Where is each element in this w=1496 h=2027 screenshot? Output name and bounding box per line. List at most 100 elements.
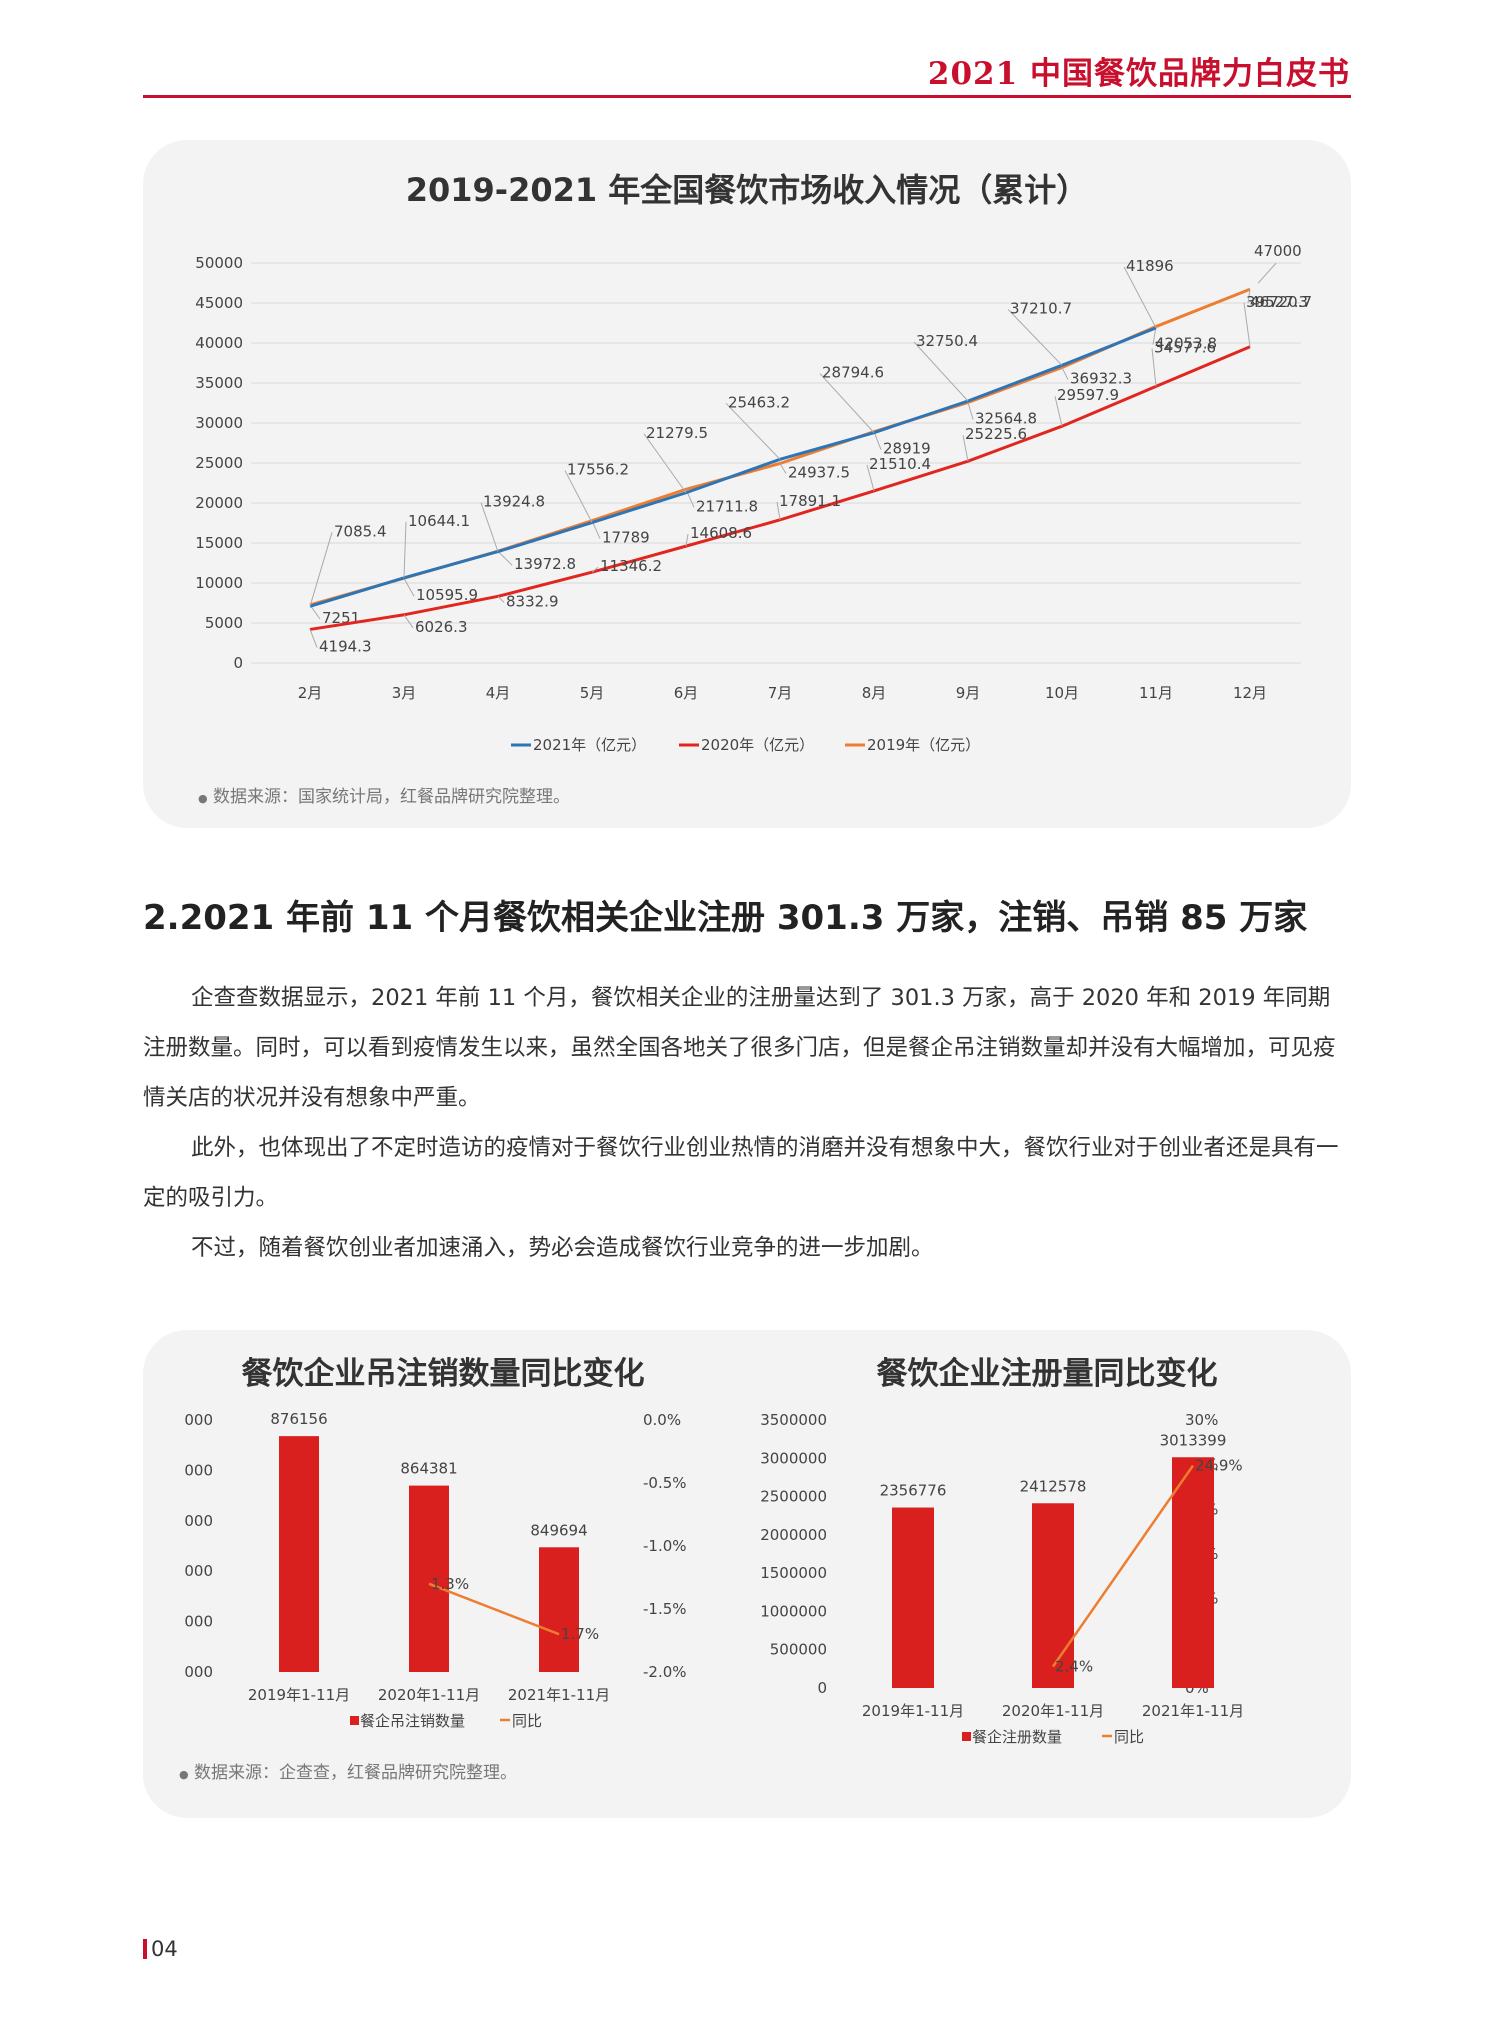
- y2-tick-label: -1.5%: [643, 1600, 687, 1618]
- deregistration-bar-chart: 000 000 000 000 000 000 0.0% -0.5% -1.0% -1.5% -2.…: [184, 1410, 687, 1730]
- data-label: 21711.8: [696, 497, 758, 515]
- y-tick-label: 30000: [195, 414, 243, 432]
- y-tick-label: 10000: [195, 574, 243, 592]
- bar: [1172, 1457, 1214, 1688]
- legend-label: 同比: [512, 1712, 542, 1730]
- x-tick-label: 2月: [298, 684, 323, 702]
- paragraph-1: 企查查数据显示，2021 年前 11 个月，餐饮相关企业的注册量达到了 301.…: [143, 973, 1351, 1123]
- bar-value-label: 2412578: [1020, 1477, 1087, 1495]
- data-label: 39527.3: [1246, 293, 1308, 311]
- data-label: 13972.8: [514, 555, 576, 573]
- source-note-text: 数据来源：国家统计局，红餐品牌研究院整理。: [213, 787, 571, 807]
- paragraph-2: 此外，也体现出了不定时造访的疫情对于餐饮行业创业热情的消磨并没有想象中大，餐饮行…: [143, 1123, 1351, 1223]
- paragraph-1-text: 企查查数据显示，2021 年前 11 个月，餐饮相关企业的注册量达到了 301.…: [143, 985, 1336, 1111]
- legend-swatch: [350, 1716, 359, 1725]
- data-label: 17556.2: [567, 461, 629, 479]
- data-label-leader: [913, 341, 969, 402]
- data-label: 28794.6: [822, 364, 884, 382]
- data-label: 36932.3: [1070, 370, 1132, 388]
- bar-value-label: 876156: [270, 1410, 327, 1428]
- legend-label: 餐企注册数量: [972, 1728, 1062, 1746]
- legend-label: 2019年（亿元）: [867, 736, 980, 754]
- y-tick-label: 50000: [195, 254, 243, 272]
- x-tick-label: 12月: [1233, 684, 1267, 702]
- y2-tick-label: 0.0%: [643, 1411, 681, 1429]
- legend-label: 2021年（亿元）: [533, 736, 646, 754]
- bar: [1032, 1503, 1074, 1688]
- y2-tick-label: 30%: [1185, 1411, 1218, 1429]
- data-label: 25463.2: [728, 393, 790, 411]
- data-label: 14608.6: [690, 524, 752, 542]
- y-tick-label: 000: [184, 1663, 213, 1681]
- bar: [892, 1507, 934, 1688]
- data-label-leader: [873, 431, 882, 450]
- data-label-leader: [776, 501, 781, 520]
- y-tick-label: 0: [233, 654, 243, 672]
- y-tick-label: 0: [817, 1679, 827, 1697]
- data-label-leader: [309, 532, 333, 607]
- data-label-leader: [591, 566, 599, 573]
- data-label-leader: [1061, 367, 1069, 380]
- data-label: 32564.8: [975, 409, 1037, 427]
- data-label-leader: [1123, 266, 1157, 329]
- x-tick-label: 3月: [392, 684, 417, 702]
- page-number-text: 04: [151, 1937, 178, 1961]
- bar: [279, 1436, 319, 1672]
- data-label: 41896: [1126, 257, 1174, 275]
- data-label-leader: [1151, 348, 1157, 387]
- data-label-leader: [962, 435, 969, 462]
- bar-value-label: 849694: [530, 1521, 587, 1539]
- bar: [409, 1485, 449, 1672]
- bar: [539, 1547, 579, 1672]
- data-label-leader: [1007, 308, 1063, 366]
- revenue-chart-title: 2019-2021 年全国餐饮市场收入情况（累计）: [405, 171, 1089, 209]
- y-tick-label: 15000: [195, 534, 243, 552]
- y-tick-label: 000: [184, 1613, 213, 1631]
- data-label-leader: [1243, 302, 1251, 347]
- revenue-chart-source-note: ● 数据来源：国家统计局，红餐品牌研究院整理。: [198, 782, 570, 807]
- bar-value-label: 3013399: [1160, 1431, 1227, 1449]
- legend-label: 2020年（亿元）: [701, 736, 814, 754]
- x-tick-label: 9月: [956, 684, 981, 702]
- x-tick-label: 2021年1-11月: [1142, 1702, 1244, 1720]
- data-label: 46720.7: [1250, 293, 1312, 311]
- x-tick-label: 2020年1-11月: [378, 1686, 480, 1704]
- yoy-label: 1.3%: [431, 1575, 469, 1593]
- y-tick-label: 000: [184, 1411, 213, 1429]
- data-label-leader: [480, 502, 499, 552]
- legend-label: 餐企吊注销数量: [360, 1712, 465, 1730]
- data-label-leader: [779, 463, 787, 474]
- paragraph-3: 不过，随着餐饮创业者加速涌入，势必会造成餐饮行业竞争的进一步加剧。: [143, 1223, 1351, 1273]
- data-label: 13924.8: [483, 493, 545, 511]
- data-label: 34577.6: [1154, 338, 1216, 356]
- data-label-leader: [685, 534, 689, 547]
- data-label: 10644.1: [408, 512, 470, 530]
- bullet-icon: ●: [179, 1768, 189, 1781]
- y-tick-label: 35000: [195, 374, 243, 392]
- x-tick-label: 4月: [486, 684, 511, 702]
- bar-value-label: 864381: [400, 1460, 457, 1478]
- data-label: 29597.9: [1057, 386, 1119, 404]
- data-label: 25225.6: [965, 425, 1027, 443]
- data-label: 24937.5: [788, 464, 850, 482]
- data-label-leader: [725, 402, 781, 460]
- source-note-text: 数据来源：企查查，红餐品牌研究院整理。: [194, 1763, 518, 1783]
- series-line-0: [309, 326, 1157, 608]
- bar-value-label: 2356776: [880, 1482, 947, 1500]
- series-line-1: [309, 345, 1251, 631]
- bullet-icon: ●: [198, 792, 208, 805]
- x-tick-label: 7月: [768, 684, 793, 702]
- data-label: 32750.4: [916, 332, 978, 350]
- paragraph-3-text: 不过，随着餐饮创业者加速涌入，势必会造成餐饮行业竞争的进一步加剧。: [191, 1235, 934, 1261]
- data-label: 11346.2: [600, 557, 662, 575]
- x-tick-label: 2021年1-11月: [508, 1686, 610, 1704]
- y2-tick-label: -1.0%: [643, 1537, 687, 1555]
- y-tick-label: 5000: [205, 614, 243, 632]
- data-label-leader: [866, 464, 875, 492]
- x-tick-label: 10月: [1045, 684, 1079, 702]
- y-tick-label: 25000: [195, 454, 243, 472]
- data-label: 17789: [602, 529, 650, 547]
- data-label-leader: [403, 577, 415, 597]
- data-label-leader: [497, 550, 513, 566]
- data-label-leader: [643, 433, 687, 494]
